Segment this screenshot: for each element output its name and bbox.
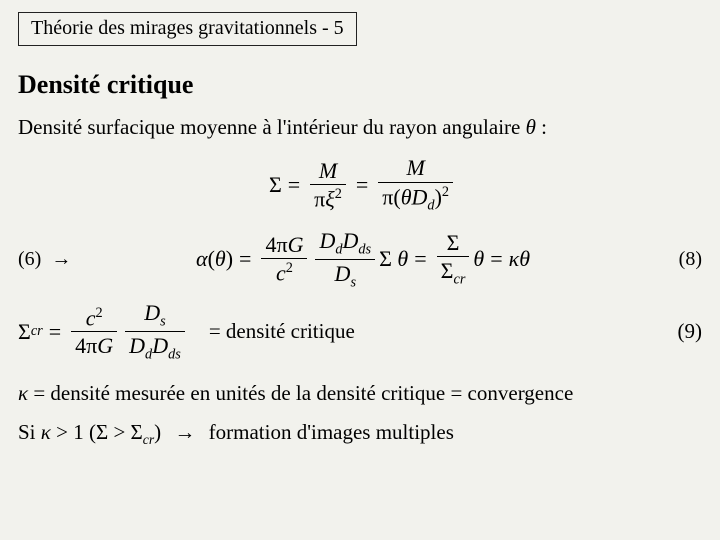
densite-critique-label: = densité critique [209, 319, 355, 344]
sigma-cr-formula: Σcr = c2 4πG Ds DdDds [18, 300, 189, 363]
frac-m-over-pithetadd2: M π(θDd)2 [378, 155, 453, 213]
equation-sigma-def: Σ = M πξ2 = M π(θDd)2 [18, 155, 702, 213]
slide-title-box: Théorie des mirages gravitationnels - 5 [18, 12, 357, 46]
frac-c2-4piG: c2 4πG [71, 305, 117, 359]
frac-dd-dds-ds: DdDds Ds [315, 228, 375, 291]
condition-line: Si κ > 1 (Σ > Σcr) → formation d'images … [18, 420, 702, 448]
kappa-symbol: κ [18, 381, 28, 405]
eq9-number: (9) [656, 319, 702, 344]
frac-m-over-pixi2: M πξ2 [310, 158, 346, 212]
frac-ds-dddds: Ds DdDds [125, 300, 185, 363]
section-heading: Densité critique [18, 70, 702, 100]
equation-alpha-theta: (6) → α(θ) = 44πGπG c2 DdDds Ds Σ θ = [18, 228, 702, 291]
intro-suffix: : [536, 115, 547, 139]
equation-sigma-body: Σ = M πξ2 = M π(θDd)2 [70, 155, 656, 213]
equation-sigma-cr: Σcr = c2 4πG Ds DdDds = densité critique… [18, 300, 702, 363]
equation-alpha-body: α(θ) = 44πGπG c2 DdDds Ds Σ θ = Σ Σcr [70, 228, 656, 291]
arrow-icon: → [51, 248, 71, 270]
theta-symbol: θ [526, 115, 536, 139]
intro-prefix: Densité surfacique moyenne à l'intérieur… [18, 115, 526, 139]
arrow-icon: → [174, 420, 195, 444]
frac-sigma-sigmacr: Σ Σcr [437, 230, 470, 288]
frac-4piG-c2: 44πGπG c2 [261, 232, 307, 286]
eq8-number: (8) [656, 248, 702, 271]
slide-page: Théorie des mirages gravitationnels - 5 … [0, 0, 720, 540]
kappa-definition: κ = densité mesurée en unités de la dens… [18, 381, 702, 406]
sigma-symbol: Σ [269, 172, 282, 198]
intro-paragraph: Densité surfacique moyenne à l'intérieur… [18, 114, 702, 141]
slide-title: Théorie des mirages gravitationnels - 5 [31, 17, 344, 39]
eq8-ref-left: (6) → [18, 248, 70, 271]
